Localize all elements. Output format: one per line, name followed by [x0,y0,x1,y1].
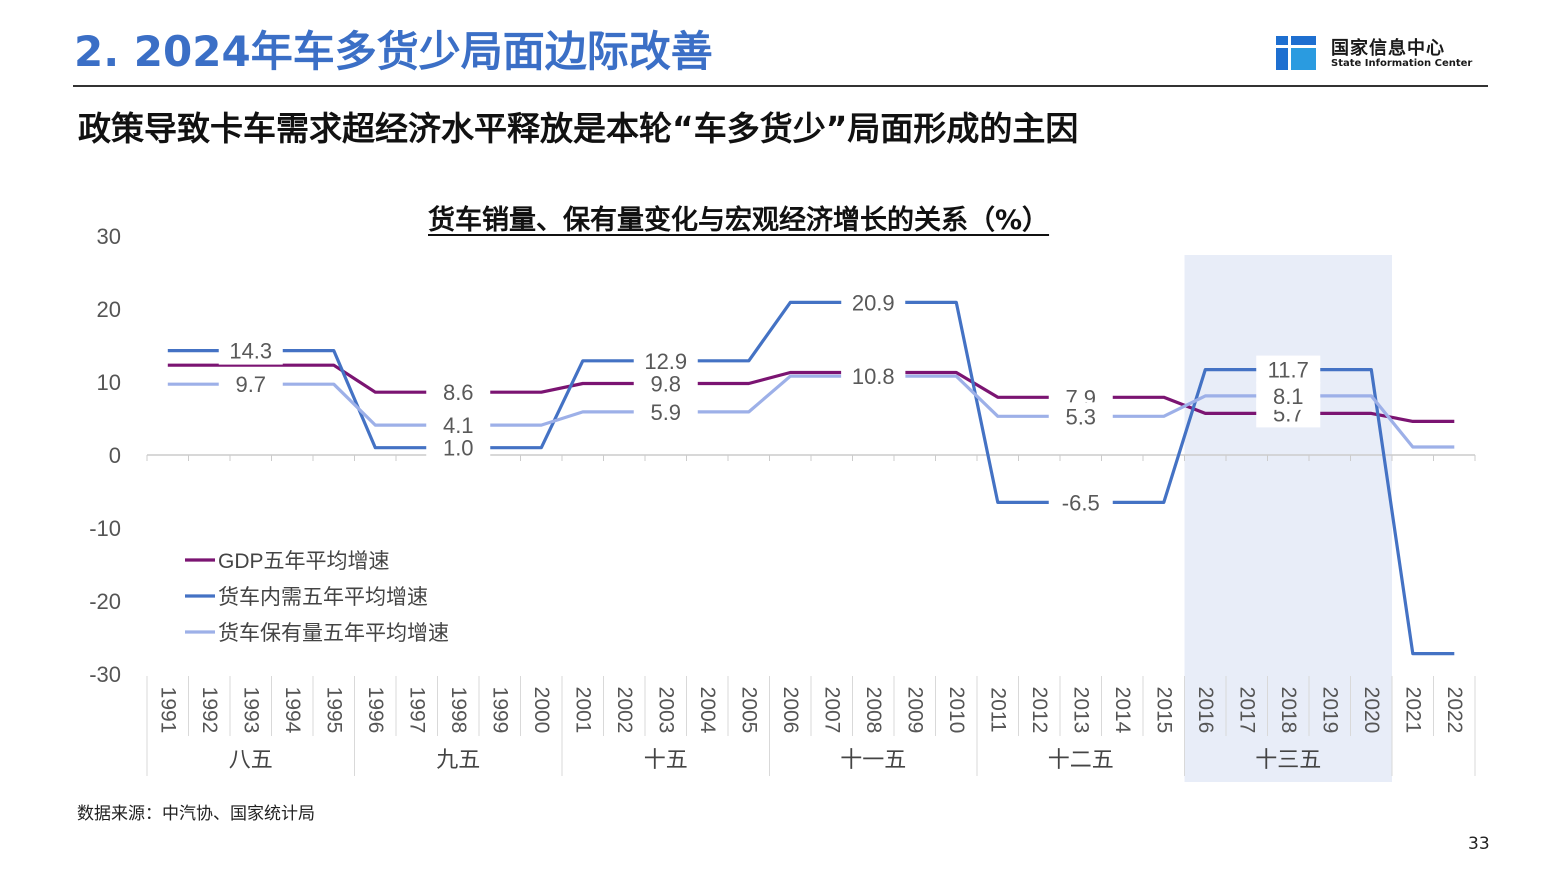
period-label: 十二五 [1048,747,1114,772]
x-tick-label-year: 2018 [1277,687,1300,734]
data-label-background [426,411,491,440]
data-label-demand: -6.5 [1062,490,1100,515]
x-tick-label-year: 2022 [1443,687,1466,734]
data-label-demand: 14.3 [229,339,272,364]
x-tick-label-year: 1996 [364,687,387,734]
x-tick-label-year: 2009 [903,687,926,734]
x-tick-label-year: 2010 [945,687,968,734]
highlight-period-band [1184,255,1392,782]
data-label-background [841,362,906,391]
logo-text-cn: 国家信息中心 [1331,38,1445,59]
data-label-background [426,378,491,407]
data-label-ownership: 8.1 [1273,384,1304,409]
x-tick-label-year: 2007 [820,687,843,734]
x-tick-label-year: 2019 [1318,687,1341,734]
x-tick-label-year: 2021 [1401,687,1424,734]
data-label-background [1048,488,1113,517]
x-tick-label-year: 2011 [986,687,1009,732]
x-tick-label-year: 1992 [198,687,221,734]
y-tick-label: 20 [97,297,121,322]
x-tick-label-year: 2020 [1360,687,1383,734]
x-tick-label-year: 2005 [737,687,760,734]
x-tick-label-year: 2017 [1235,687,1258,734]
legend-label-ownership: 货车保有量五年平均增速 [218,622,449,645]
data-label-background [1048,402,1113,431]
data-label-background [1256,381,1321,410]
data-label-ownership: 5.3 [1065,404,1096,429]
x-tick-label-year: 1998 [447,687,470,734]
chart-title: 货车销量、保有量变化与宏观经济增长的关系（%） [428,205,1050,236]
series-line-gdp [167,363,1455,423]
series-line-ownership [167,374,1455,449]
period-label: 十三五 [1255,747,1321,772]
x-tick-label-year: 2012 [1028,687,1051,734]
data-label-gdp: 8.6 [443,380,474,405]
slide-subtitle: 政策导致卡车需求超经济水平释放是本轮“车多货少”局面形成的主因 [78,109,1079,148]
y-tick-label: 10 [97,370,121,395]
x-tick-label-year: 2013 [1069,687,1092,734]
data-label-background [841,288,906,317]
x-tick-label-year: 2006 [779,687,802,734]
data-label-demand: 20.9 [852,290,895,315]
x-tick-label-year: 2015 [1152,687,1175,734]
data-label-background [633,397,698,426]
y-tick-label: 30 [97,224,121,249]
data-label-ownership: 5.9 [650,400,681,425]
y-tick-label: -30 [89,662,121,687]
x-tick-label-year: 1994 [281,687,304,734]
logo-text-en: State Information Center [1331,58,1473,69]
x-tick-label-year: 1997 [405,687,428,734]
x-tick-label-year: 2014 [1111,687,1134,734]
data-label-demand: 12.9 [644,349,687,374]
state-information-center-logo: 国家信息中心 State Information Center [1276,34,1491,74]
x-tick-label-year: 2003 [654,687,677,734]
header-divider [73,85,1488,87]
data-label-background [633,346,698,375]
series-line-demand [167,300,1455,656]
x-tick-label-year: 2004 [696,687,719,734]
x-tick-label-year: 2002 [613,687,636,734]
page-title: 2. 2024年车多货少局面边际改善 [74,27,713,76]
y-tick-label: -10 [89,516,121,541]
legend-label-gdp: GDP五年平均增速 [218,550,390,573]
data-label-gdp: 9.8 [650,371,681,396]
x-tick-label-year: 2008 [862,687,885,734]
x-tick-label-year: 1991 [156,687,179,734]
period-label: 九五 [436,747,480,772]
sic-logo-icon [1276,36,1316,70]
y-tick-label: -20 [89,589,121,614]
x-tick-label-year: 2000 [530,687,553,734]
period-label: 十五 [644,747,688,772]
data-label-ownership: 9.7 [235,372,266,397]
legend-label-demand: 货车内需五年平均增速 [218,586,428,609]
data-label-demand: 1.0 [443,436,474,461]
data-label-background [218,370,283,399]
data-label-demand: 11.7 [1268,358,1309,383]
x-tick-label-year: 2001 [571,687,594,734]
data-label-background [1256,355,1321,384]
x-tick-label-year: 2016 [1194,687,1217,734]
period-label: 十一五 [840,747,906,772]
period-label: 八五 [229,747,273,772]
x-tick-label-year: 1999 [488,687,511,734]
data-label-background [218,336,283,365]
x-tick-label-year: 1993 [239,687,262,734]
page-number: 33 [1468,834,1490,854]
y-tick-label: 0 [109,443,121,468]
data-label-ownership: 10.8 [852,364,895,389]
x-tick-label-year: 1995 [322,687,345,734]
data-label-ownership: 4.1 [443,413,474,438]
data-source-note: 数据来源：中汽协、国家统计局 [77,804,315,824]
